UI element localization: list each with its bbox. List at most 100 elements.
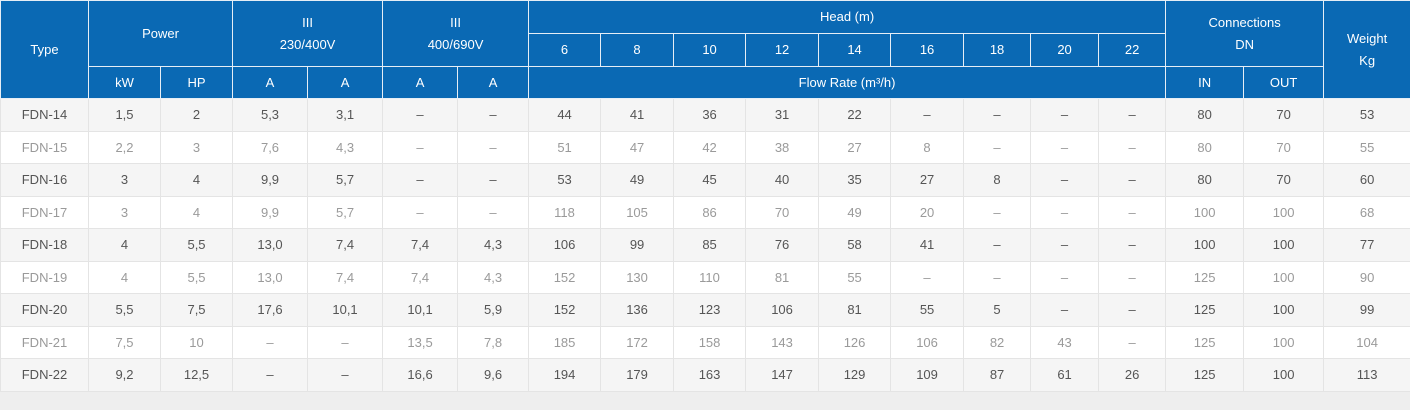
value-cell: 3 bbox=[88, 163, 161, 197]
table-row: FDN-16 3 4 9,9 5,7– –53 49 45 40 35 27 8– –80 70 60 bbox=[0, 163, 1410, 197]
value-cell: – bbox=[1098, 163, 1167, 197]
value-cell: 143 bbox=[745, 325, 820, 359]
value-cell: 172 bbox=[600, 325, 675, 359]
value-cell: – bbox=[1098, 325, 1167, 359]
model-cell: FDN-19 bbox=[0, 260, 89, 294]
value-cell: – bbox=[457, 195, 530, 229]
value-cell: 158 bbox=[673, 325, 747, 359]
value-cell: 80 bbox=[1165, 163, 1245, 197]
value-cell: 27 bbox=[890, 163, 965, 197]
value-cell: – bbox=[1030, 195, 1100, 229]
flow-header: Flow Rate (m³/h) bbox=[528, 66, 1167, 99]
value-cell: – bbox=[1030, 293, 1100, 327]
value-cell: – bbox=[1030, 228, 1100, 262]
value-cell: – bbox=[307, 325, 384, 359]
value-cell: 100 bbox=[1243, 293, 1325, 327]
table-row: FDN-17 3 4 9,9 5,7– –118 105 86 70 49 20– – –100 100 6… bbox=[0, 195, 1410, 229]
value-cell: 76 bbox=[745, 228, 820, 262]
value-cell: 7,8 bbox=[457, 325, 530, 359]
value-cell: 53 bbox=[1323, 98, 1410, 132]
value-cell: – bbox=[963, 130, 1032, 164]
value-cell: 5 bbox=[963, 293, 1032, 327]
value-cell: 104 bbox=[1323, 325, 1410, 359]
value-cell: 1,5 bbox=[88, 98, 161, 132]
value-cell: 100 bbox=[1243, 260, 1325, 294]
head-value: 22 bbox=[1098, 33, 1167, 67]
value-cell: 8 bbox=[890, 130, 965, 164]
unit: IN bbox=[1165, 66, 1245, 99]
value-cell: 42 bbox=[673, 130, 747, 164]
value-cell: – bbox=[382, 98, 459, 132]
value-cell: 36 bbox=[673, 98, 747, 132]
value-cell: 87 bbox=[963, 358, 1032, 392]
value-cell: 7,5 bbox=[88, 325, 161, 359]
table-header: Type Power III 230/400V III 400/690V Head … bbox=[0, 0, 1410, 99]
value-cell: 90 bbox=[1323, 260, 1410, 294]
value-cell: 41 bbox=[890, 228, 965, 262]
value-cell: – bbox=[307, 358, 384, 392]
value-cell: 7,4 bbox=[382, 228, 459, 262]
value-cell: 3 bbox=[88, 195, 161, 229]
value-cell: 70 bbox=[1243, 130, 1325, 164]
model-cell: FDN-15 bbox=[0, 130, 89, 164]
value-cell: 5,9 bbox=[457, 293, 530, 327]
unit: A bbox=[232, 66, 309, 99]
value-cell: 43 bbox=[1030, 325, 1100, 359]
voltage-header: III 400/690V bbox=[382, 0, 530, 67]
value-cell: 80 bbox=[1165, 98, 1245, 132]
value-cell: 7,5 bbox=[159, 293, 234, 327]
table-row: FDN-21 7,5 10– –13,5 7,8 185 172 158 143 126 106 82… bbox=[0, 325, 1410, 359]
value-cell: 51 bbox=[528, 130, 602, 164]
value-cell: – bbox=[1098, 260, 1167, 294]
unit: kW bbox=[88, 66, 161, 99]
value-cell: 17,6 bbox=[232, 293, 309, 327]
value-cell: 49 bbox=[818, 195, 892, 229]
voltage: 230/400V bbox=[279, 36, 336, 52]
model-cell: FDN-17 bbox=[0, 195, 89, 229]
value-cell: – bbox=[1030, 260, 1100, 294]
model-cell: FDN-18 bbox=[0, 228, 89, 262]
value-cell: 126 bbox=[818, 325, 892, 359]
value-cell: 100 bbox=[1243, 325, 1325, 359]
value-cell: – bbox=[1098, 195, 1167, 229]
value-cell: – bbox=[457, 98, 530, 132]
value-cell: 16,6 bbox=[382, 358, 459, 392]
value-cell: 5,7 bbox=[307, 195, 384, 229]
value-cell: – bbox=[1098, 228, 1167, 262]
value-cell: 100 bbox=[1243, 195, 1325, 229]
value-cell: 125 bbox=[1165, 260, 1245, 294]
phase: III bbox=[450, 14, 461, 30]
unit: OUT bbox=[1243, 66, 1325, 99]
table-row: FDN-19 4 5,5 13,0 7,4 7,4 4,3 152 130 110 81 55– – – –… bbox=[0, 260, 1410, 294]
value-cell: 125 bbox=[1165, 358, 1245, 392]
value-cell: 26 bbox=[1098, 358, 1167, 392]
value-cell: 10,1 bbox=[382, 293, 459, 327]
value-cell: 152 bbox=[528, 260, 602, 294]
value-cell: 80 bbox=[1165, 130, 1245, 164]
value-cell: 9,9 bbox=[232, 163, 309, 197]
title: Weight bbox=[1346, 30, 1388, 46]
value-cell: 41 bbox=[600, 98, 675, 132]
value-cell: 27 bbox=[818, 130, 892, 164]
header-row: kW HP A A A A Flow Rate (m³/h) IN OUT bbox=[1, 66, 1410, 99]
value-cell: 31 bbox=[745, 98, 820, 132]
value-cell: 185 bbox=[528, 325, 602, 359]
value-cell: 7,4 bbox=[307, 228, 384, 262]
value-cell: 60 bbox=[1323, 163, 1410, 197]
value-cell: 45 bbox=[673, 163, 747, 197]
value-cell: 5,5 bbox=[159, 228, 234, 262]
value-cell: 61 bbox=[1030, 358, 1100, 392]
value-cell: 109 bbox=[890, 358, 965, 392]
unit: DN bbox=[1235, 36, 1254, 52]
value-cell: 5,7 bbox=[307, 163, 384, 197]
value-cell: – bbox=[232, 358, 309, 392]
value-cell: 113 bbox=[1323, 358, 1410, 392]
value-cell: 44 bbox=[528, 98, 602, 132]
value-cell: 13,5 bbox=[382, 325, 459, 359]
head-value: 10 bbox=[673, 33, 747, 67]
value-cell: – bbox=[890, 260, 965, 294]
value-cell: 125 bbox=[1165, 325, 1245, 359]
value-cell: 105 bbox=[600, 195, 675, 229]
value-cell: 22 bbox=[818, 98, 892, 132]
